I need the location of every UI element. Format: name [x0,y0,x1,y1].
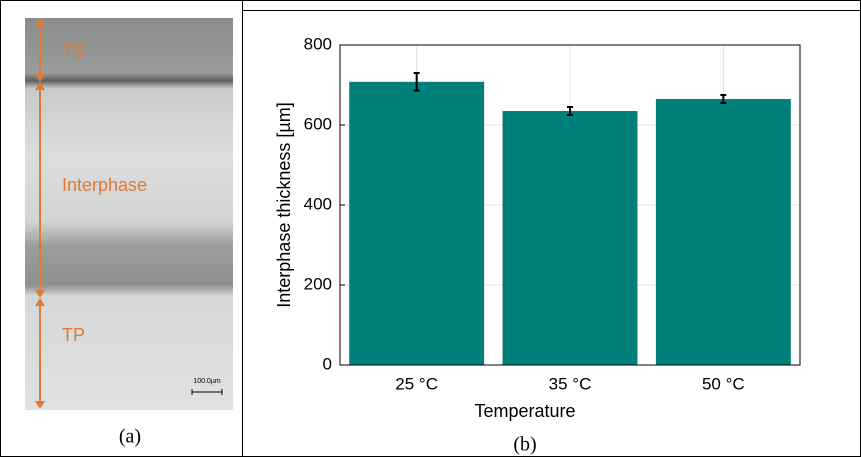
x-tick-label: 35 °C [549,374,592,393]
micrograph-image [25,18,233,410]
x-tick-label: 50 °C [702,374,745,393]
y-tick-label: 400 [304,194,332,213]
caption: (a) [119,426,141,448]
layer-label: TS [62,41,85,61]
y-axis-label: Interphase thickness [µm] [274,102,294,307]
y-tick-label: 600 [304,114,332,133]
y-tick-label: 200 [304,274,332,293]
layer-label: TP [62,325,85,345]
bar [503,111,638,365]
y-tick-label: 0 [323,354,332,373]
bar [349,82,484,365]
bar [656,99,791,365]
layer-label: Interphase [62,175,147,195]
caption: (b) [513,434,536,456]
x-axis-label: Temperature [474,401,575,421]
micrograph: TS Interphase TP 100.0µm [25,18,233,410]
x-tick-label: 25 °C [395,374,438,393]
scale-bar-label: 100.0µm [193,378,221,385]
figure: TS Interphase TP 100.0µm (a) (b) Tempera… [0,0,861,457]
y-tick-label: 800 [304,34,332,53]
